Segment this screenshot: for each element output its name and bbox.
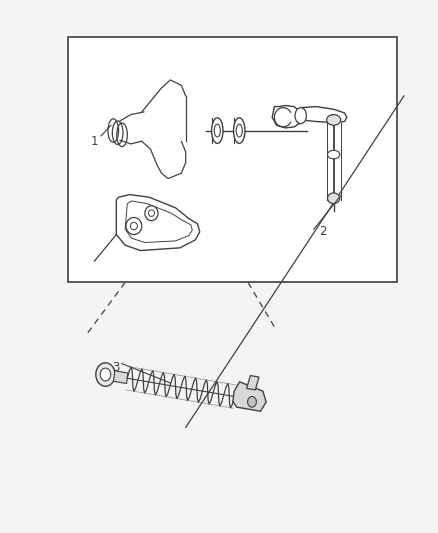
Text: 2: 2 xyxy=(318,225,326,238)
Polygon shape xyxy=(300,107,346,123)
Polygon shape xyxy=(272,106,300,128)
Text: 1: 1 xyxy=(90,135,98,148)
Ellipse shape xyxy=(214,124,220,137)
Ellipse shape xyxy=(145,206,158,221)
Polygon shape xyxy=(246,376,258,390)
Ellipse shape xyxy=(95,363,115,386)
Polygon shape xyxy=(233,382,265,411)
Ellipse shape xyxy=(236,124,242,137)
Ellipse shape xyxy=(247,397,256,407)
Ellipse shape xyxy=(294,108,306,124)
Text: 3: 3 xyxy=(113,361,120,374)
Ellipse shape xyxy=(327,193,339,204)
Ellipse shape xyxy=(148,210,154,216)
Ellipse shape xyxy=(326,115,340,125)
Polygon shape xyxy=(116,195,199,251)
Polygon shape xyxy=(113,371,127,384)
Ellipse shape xyxy=(100,368,110,381)
Ellipse shape xyxy=(327,150,339,159)
Ellipse shape xyxy=(126,217,141,235)
Ellipse shape xyxy=(211,118,223,143)
Bar xyxy=(68,37,396,282)
Ellipse shape xyxy=(130,222,137,230)
Ellipse shape xyxy=(233,118,244,143)
